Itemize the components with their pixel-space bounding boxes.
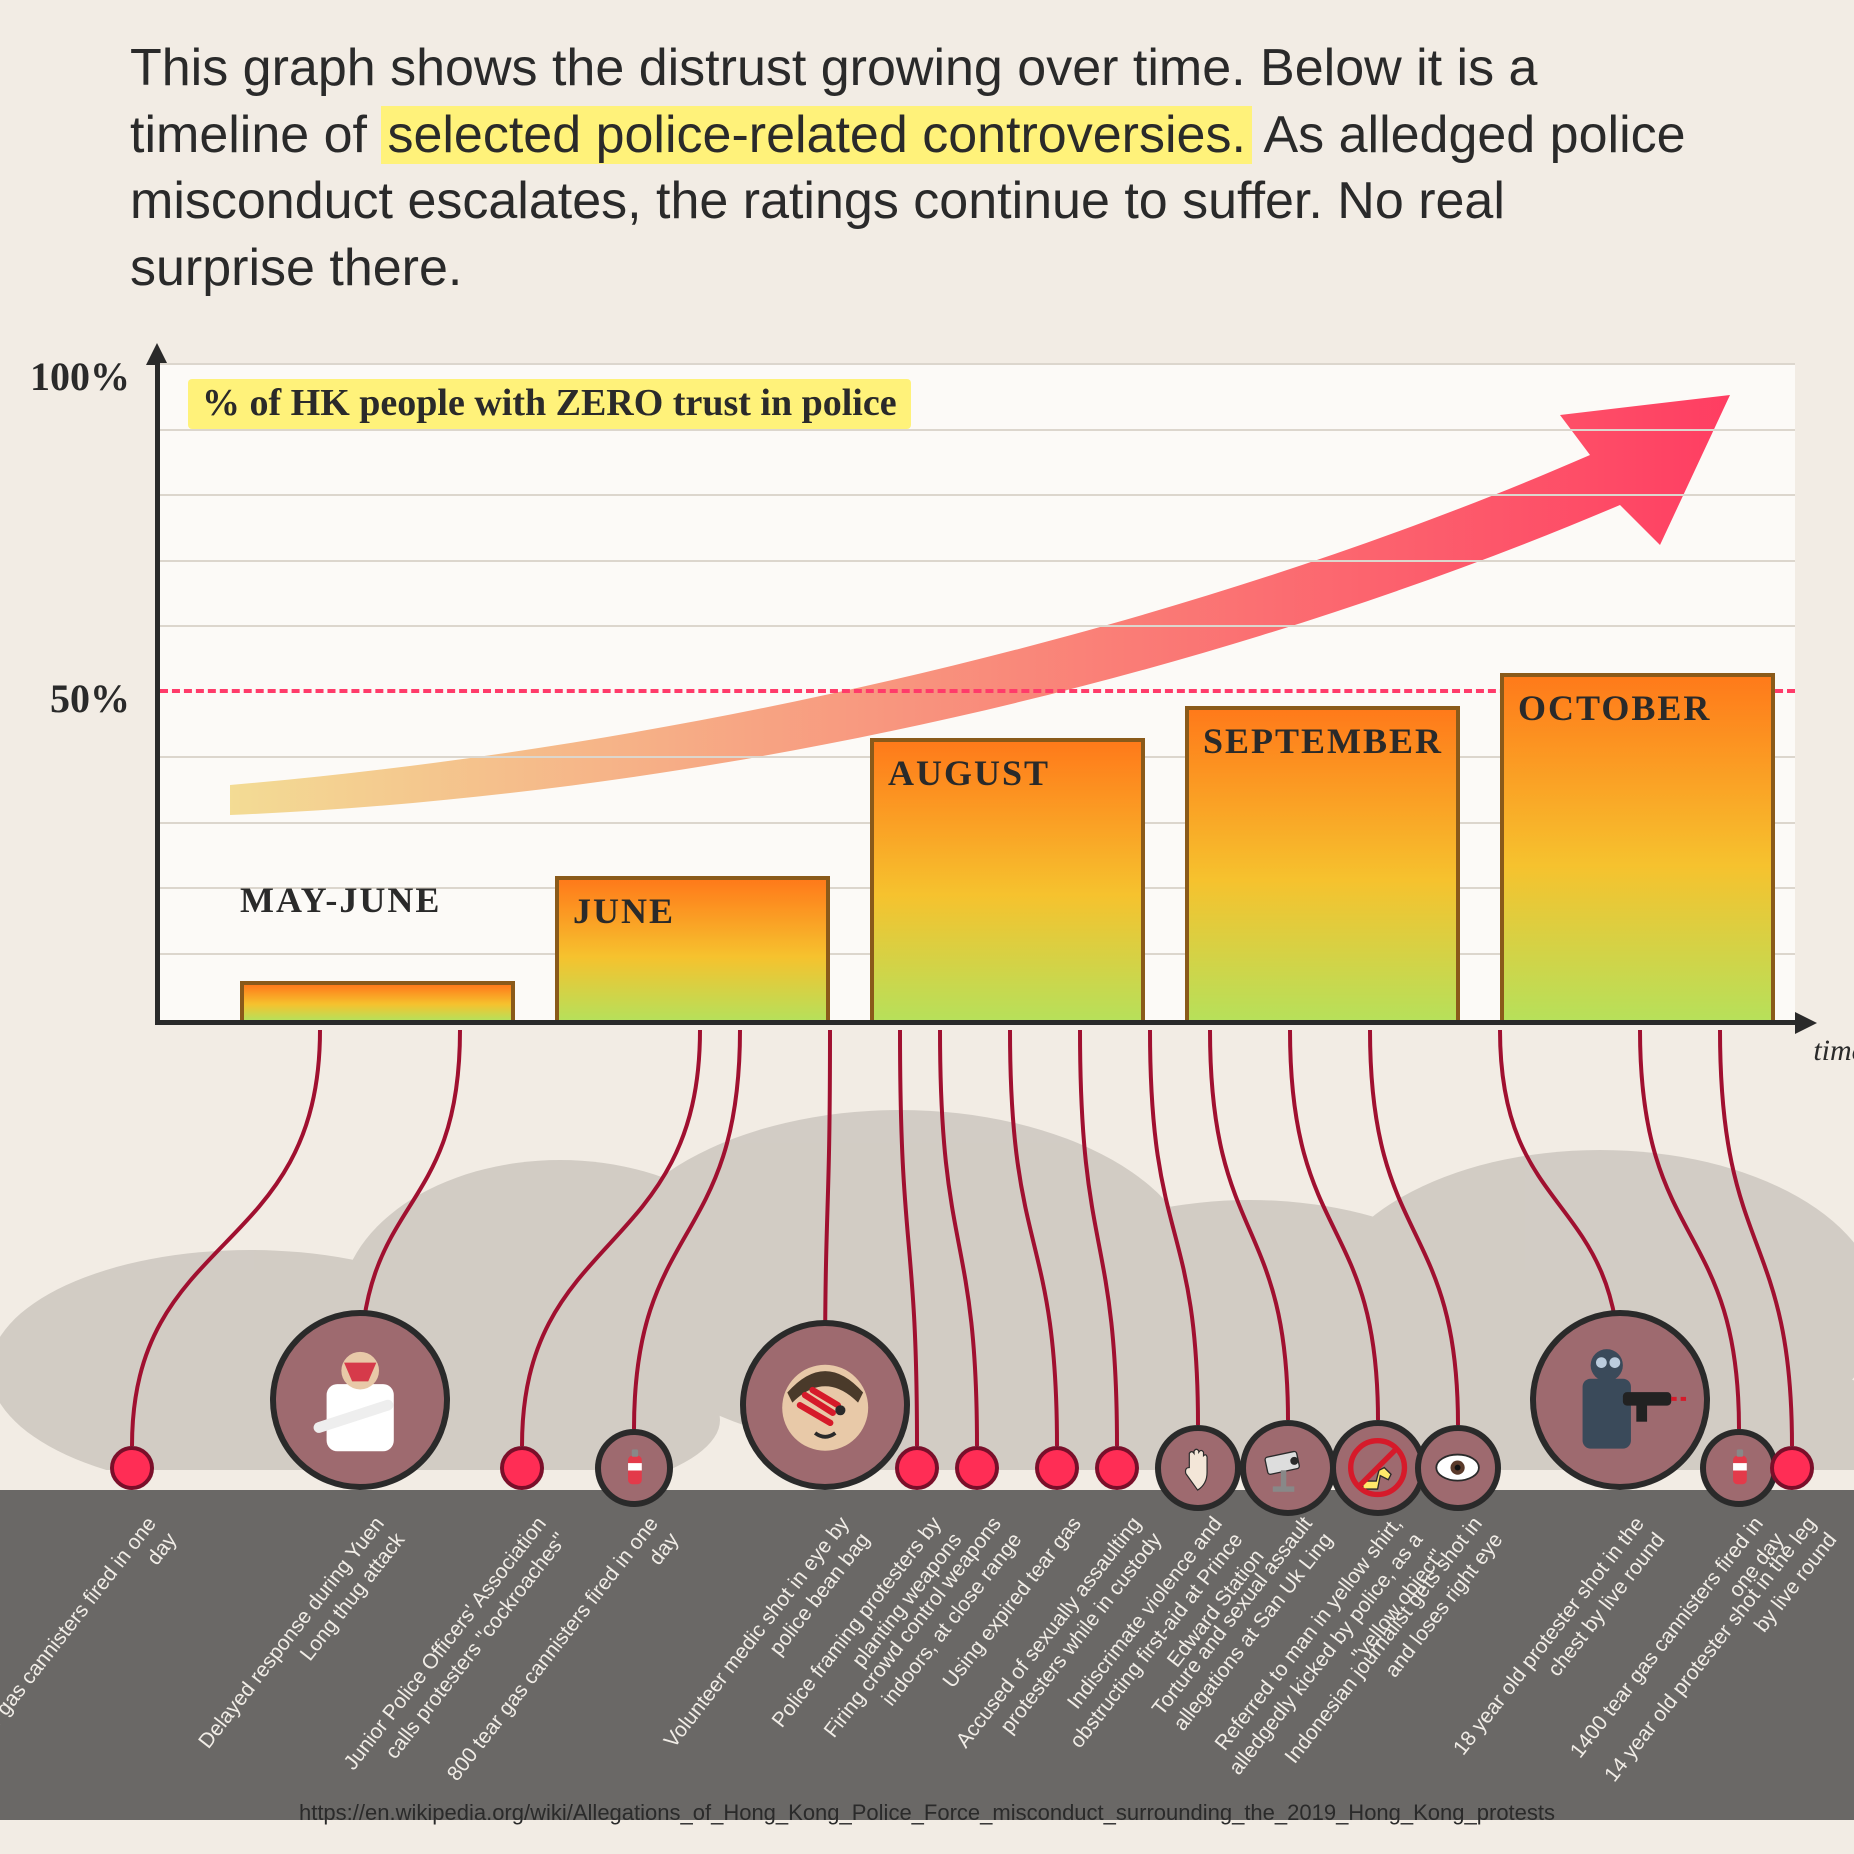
bar-label: MAY-JUNE — [240, 879, 441, 921]
event-bubble-hand — [1155, 1425, 1241, 1511]
event-bubble-medic — [740, 1320, 910, 1490]
event-dot — [955, 1446, 999, 1490]
event-dot — [1035, 1446, 1079, 1490]
connector-line — [1720, 1030, 1792, 1446]
intro-paragraph: This graph shows the distrust growing ov… — [130, 35, 1690, 301]
intro-highlight: selected police-related controversies. — [381, 106, 1251, 164]
gridline — [160, 560, 1795, 562]
gridline — [160, 494, 1795, 496]
chart-title: % of HK people with ZERO trust in police — [188, 379, 911, 429]
event-dot — [1770, 1446, 1814, 1490]
connector-line — [1210, 1030, 1288, 1420]
connector-line — [1370, 1030, 1458, 1425]
event-dot — [110, 1446, 154, 1490]
gridline — [160, 363, 1795, 365]
bar-label: AUGUST — [888, 752, 1050, 794]
bar-label: SEPTEMBER — [1203, 720, 1443, 762]
gridline — [160, 625, 1795, 627]
connector-line — [1150, 1030, 1198, 1425]
bar-label: JUNE — [573, 890, 675, 932]
distrust-chart: 100% 50% % of HK people with ZERO trust … — [20, 345, 1834, 1045]
event-dot — [1095, 1446, 1139, 1490]
event-bubble-thug — [270, 1310, 450, 1490]
y-label-100: 100% — [20, 353, 130, 400]
source-link: https://en.wikipedia.org/wiki/Allegation… — [0, 1800, 1854, 1826]
connector-line — [940, 1030, 977, 1446]
bar-label: OCTOBER — [1518, 687, 1711, 729]
connector-line — [522, 1030, 700, 1446]
event-bubble-eye — [1415, 1425, 1501, 1511]
x-axis-label: time — [1813, 1034, 1854, 1068]
chart-plot-area: % of HK people with ZERO trust in police… — [155, 365, 1795, 1025]
event-bubble-canister — [1700, 1429, 1778, 1507]
event-bubble-shooter — [1530, 1310, 1710, 1490]
event-bubble-cctv — [1240, 1420, 1336, 1516]
connector-line — [1080, 1030, 1117, 1446]
connector-line — [634, 1030, 740, 1429]
event-dot — [500, 1446, 544, 1490]
gridline — [160, 429, 1795, 431]
event-bubble-nokick — [1330, 1420, 1426, 1516]
connector-line — [1010, 1030, 1057, 1446]
connector-line — [1290, 1030, 1378, 1420]
y-label-50: 50% — [20, 675, 130, 722]
bar-may-june — [240, 981, 515, 1020]
event-bubble-canister — [595, 1429, 673, 1507]
event-dot — [895, 1446, 939, 1490]
